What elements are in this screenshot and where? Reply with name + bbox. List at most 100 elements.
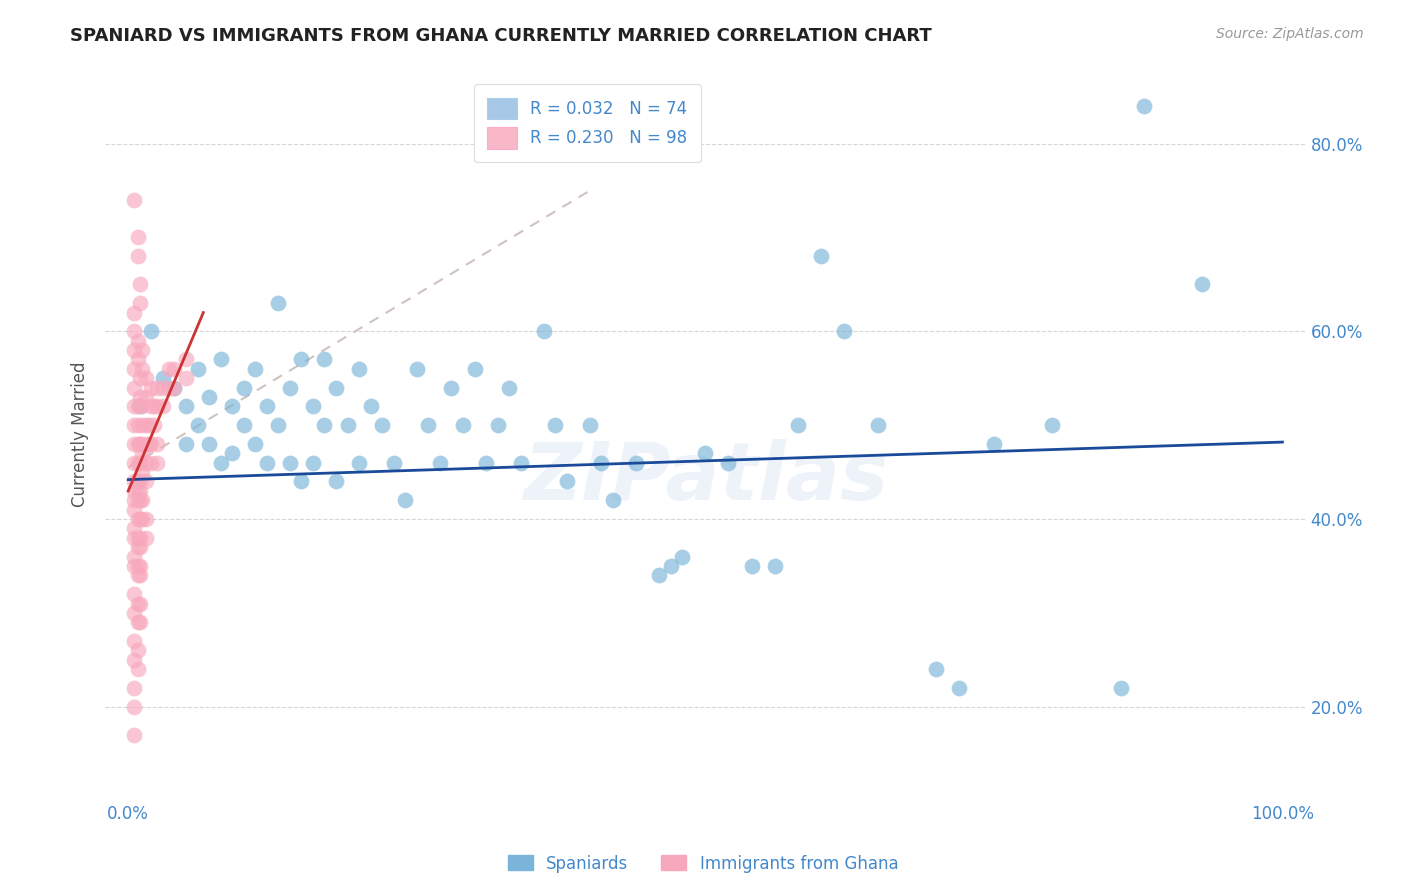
Point xyxy=(122,634,145,648)
Point xyxy=(451,418,474,433)
Point xyxy=(122,381,145,395)
Point xyxy=(141,324,163,338)
Point xyxy=(314,352,336,367)
Point xyxy=(128,475,150,489)
Point xyxy=(122,400,145,414)
Point xyxy=(198,390,221,404)
Point xyxy=(347,362,370,376)
Point xyxy=(128,437,150,451)
Point xyxy=(624,456,647,470)
Legend: R = 0.032   N = 74, R = 0.230   N = 98: R = 0.032 N = 74, R = 0.230 N = 98 xyxy=(474,84,700,162)
Point xyxy=(142,418,165,433)
Point xyxy=(475,456,498,470)
Point xyxy=(122,549,145,564)
Point xyxy=(163,381,186,395)
Point xyxy=(1040,418,1063,433)
Point xyxy=(122,587,145,601)
Point xyxy=(405,362,427,376)
Point xyxy=(122,193,145,207)
Point xyxy=(122,521,145,535)
Point xyxy=(128,540,150,554)
Point xyxy=(122,483,145,498)
Point xyxy=(925,662,948,676)
Point xyxy=(122,324,145,338)
Text: ZIPatlas: ZIPatlas xyxy=(523,440,887,517)
Point xyxy=(135,512,157,526)
Point xyxy=(122,362,145,376)
Point xyxy=(948,681,970,695)
Point xyxy=(832,324,855,338)
Point xyxy=(127,597,149,611)
Point xyxy=(302,400,325,414)
Point xyxy=(141,437,163,451)
Point xyxy=(127,662,149,676)
Y-axis label: Currently Married: Currently Married xyxy=(72,362,89,508)
Text: SPANIARD VS IMMIGRANTS FROM GHANA CURRENTLY MARRIED CORRELATION CHART: SPANIARD VS IMMIGRANTS FROM GHANA CURREN… xyxy=(70,27,932,45)
Point xyxy=(868,418,890,433)
Point xyxy=(579,418,602,433)
Point xyxy=(163,362,186,376)
Point xyxy=(157,381,180,395)
Point xyxy=(695,446,717,460)
Point xyxy=(127,540,149,554)
Point xyxy=(135,371,157,385)
Point xyxy=(128,456,150,470)
Point xyxy=(128,390,150,404)
Point xyxy=(1133,99,1156,113)
Point xyxy=(152,400,174,414)
Point xyxy=(127,334,149,348)
Point xyxy=(131,362,153,376)
Point xyxy=(127,475,149,489)
Point xyxy=(382,456,405,470)
Point xyxy=(290,475,312,489)
Point xyxy=(741,558,763,573)
Point xyxy=(122,456,145,470)
Point xyxy=(659,558,682,573)
Point xyxy=(128,371,150,385)
Point xyxy=(128,531,150,545)
Point xyxy=(290,352,312,367)
Point xyxy=(127,643,149,657)
Point xyxy=(602,493,624,508)
Point xyxy=(245,437,267,451)
Point xyxy=(131,512,153,526)
Point xyxy=(464,362,486,376)
Point xyxy=(127,493,149,508)
Point xyxy=(347,456,370,470)
Point xyxy=(127,615,149,630)
Point xyxy=(127,483,149,498)
Point xyxy=(128,597,150,611)
Point xyxy=(122,728,145,742)
Point xyxy=(127,418,149,433)
Point xyxy=(763,558,786,573)
Point xyxy=(127,558,149,573)
Point xyxy=(122,493,145,508)
Point xyxy=(232,418,254,433)
Point xyxy=(127,456,149,470)
Point xyxy=(267,296,290,310)
Point xyxy=(135,531,157,545)
Legend: Spaniards, Immigrants from Ghana: Spaniards, Immigrants from Ghana xyxy=(501,848,905,880)
Point xyxy=(786,418,808,433)
Point xyxy=(128,437,150,451)
Point xyxy=(122,558,145,573)
Point xyxy=(135,418,157,433)
Point xyxy=(221,400,243,414)
Point xyxy=(127,568,149,582)
Point xyxy=(360,400,382,414)
Point xyxy=(174,437,197,451)
Point xyxy=(131,343,153,357)
Point xyxy=(128,277,150,292)
Point xyxy=(131,465,153,479)
Point xyxy=(256,400,278,414)
Point xyxy=(141,400,163,414)
Point xyxy=(163,381,186,395)
Point xyxy=(157,362,180,376)
Point xyxy=(336,418,359,433)
Point xyxy=(127,249,149,263)
Point xyxy=(187,362,209,376)
Point xyxy=(983,437,1005,451)
Point xyxy=(122,653,145,667)
Point xyxy=(278,456,301,470)
Point xyxy=(810,249,832,263)
